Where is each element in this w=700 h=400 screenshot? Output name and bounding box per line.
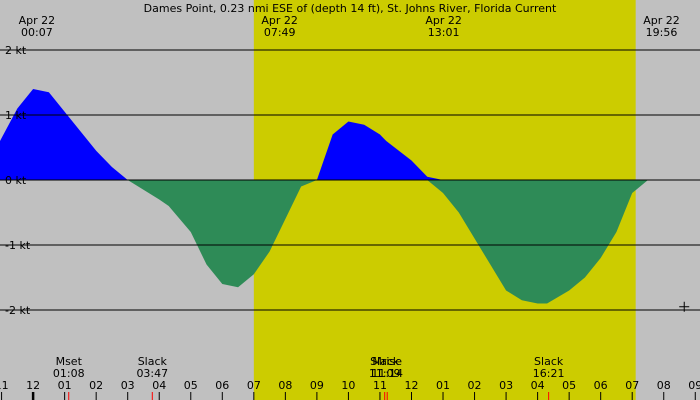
- x-tick-label: 04: [152, 379, 166, 392]
- current-area-layer: [0, 89, 700, 304]
- event-name-label: Slack: [138, 355, 168, 368]
- x-tick-label: 10: [341, 379, 355, 392]
- event-name-label: Slack: [534, 355, 564, 368]
- event-name-label: Mrise: [372, 355, 402, 368]
- top-date-label: Apr 22: [261, 14, 298, 27]
- x-tick-label: 09: [688, 379, 700, 392]
- x-tick-label: 05: [562, 379, 576, 392]
- top-date-label: Apr 22: [19, 14, 56, 27]
- event-time-label: 11:14: [371, 367, 403, 380]
- event-name-label: Slack: [370, 355, 400, 368]
- top-time-label: 13:01: [428, 26, 460, 39]
- x-tick-label: 05: [184, 379, 198, 392]
- top-time-label: 07:49: [264, 26, 296, 39]
- x-tick-label: 12: [26, 379, 40, 392]
- x-tick-label: 06: [215, 379, 229, 392]
- event-time-label: 03:47: [136, 367, 168, 380]
- top-date-label: Apr 22: [643, 14, 680, 27]
- x-tick-label: 01: [58, 379, 72, 392]
- x-tick-label: 01: [436, 379, 450, 392]
- ebb-area-0: [0, 180, 700, 304]
- event-time-label: 11:09: [369, 367, 401, 380]
- x-tick-label: 03: [499, 379, 513, 392]
- event-time-label: 01:08: [53, 367, 85, 380]
- x-tick-label: 11: [373, 379, 387, 392]
- x-tick-label: 02: [468, 379, 482, 392]
- flood-area-0: [0, 89, 700, 180]
- x-axis: 11 12 01 02 03 04 05 06 07 08 09 10 11 12 01 02 03 04 05 06…: [0, 379, 700, 400]
- event-name-label: Mset: [56, 355, 83, 368]
- y-tick-label: 0 kt: [5, 174, 27, 187]
- top-date-label: Apr 22: [425, 14, 462, 27]
- x-tick-label: 02: [89, 379, 103, 392]
- y-tick-label: -2 kt: [5, 304, 31, 317]
- top-time-label: 00:07: [21, 26, 53, 39]
- chart-title: Dames Point, 0.23 nmi ESE of (depth 14 f…: [144, 2, 557, 15]
- x-tick-label: 09: [310, 379, 324, 392]
- gridlines: 2 kt 1 kt 0 kt -1 kt -2 kt: [0, 44, 700, 317]
- x-tick-label: 03: [121, 379, 135, 392]
- event-time-label: 16:21: [533, 367, 565, 380]
- x-tick-label: 04: [531, 379, 545, 392]
- x-tick-label: 06: [594, 379, 608, 392]
- x-tick-label: 12: [404, 379, 418, 392]
- x-tick-label: 07: [247, 379, 261, 392]
- x-tick-label: 07: [625, 379, 639, 392]
- y-tick-label: 1 kt: [5, 109, 27, 122]
- y-tick-label: 2 kt: [5, 44, 27, 57]
- labels: Dames Point, 0.23 nmi ESE of (depth 14 f…: [19, 2, 690, 400]
- x-tick-label: 08: [278, 379, 292, 392]
- y-tick-label: -1 kt: [5, 239, 31, 252]
- top-time-label: 19:56: [646, 26, 678, 39]
- x-tick-label: 08: [657, 379, 671, 392]
- x-tick-label: 11: [0, 379, 9, 392]
